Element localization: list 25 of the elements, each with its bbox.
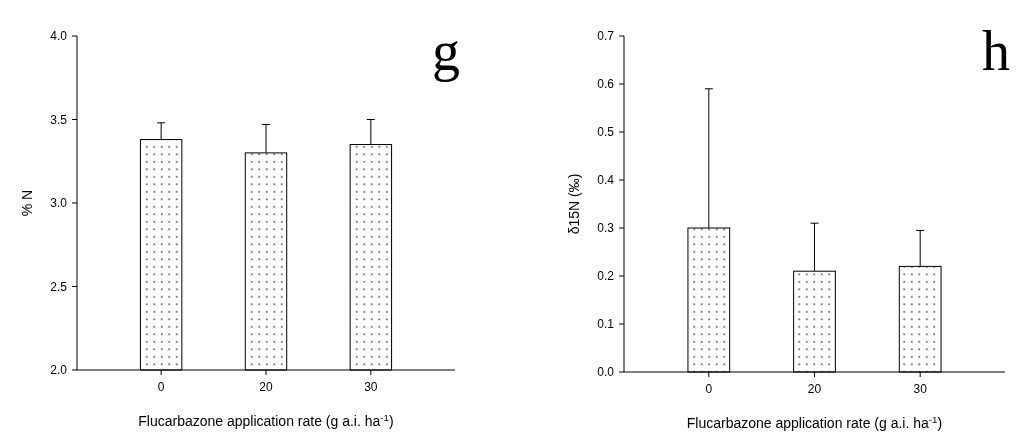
x-tick-label: 30 [364, 380, 378, 394]
y-tick-label: 0.3 [597, 221, 615, 236]
chart-title: g [432, 20, 460, 82]
y-tick-label: 0.1 [597, 317, 615, 332]
y-tick-label: 0.4 [597, 173, 615, 188]
y-tick-label: 2.0 [50, 363, 68, 378]
x-tick-label: 0 [705, 382, 713, 396]
y-tick-label: 0.2 [597, 269, 615, 284]
x-tick-label: 20 [807, 382, 822, 396]
y-tick-label: 0.7 [597, 29, 615, 44]
x-tick-label: 30 [913, 382, 928, 396]
y-tick-label: 2.5 [50, 279, 68, 294]
x-axis-title: Flucarbazone application rate (g a.i. ha$^{-1}$) [138, 411, 394, 429]
x-axis-title: Flucarbazone application rate (g a.i. ha$^{-1}$) [686, 413, 943, 431]
y-tick-label: 4.0 [50, 29, 68, 44]
y-axis-title: % N [19, 189, 35, 217]
y-tick-label: 0.6 [597, 77, 615, 92]
x-tick-label: 20 [259, 380, 273, 394]
y-tick-label: 3.0 [50, 196, 68, 211]
y-tick-label: 0.0 [597, 365, 615, 380]
x-tick-label: 0 [157, 380, 165, 394]
chart-title: h [982, 20, 1010, 82]
y-tick-label: 0.5 [597, 125, 615, 140]
y-tick-label: 3.5 [50, 112, 68, 127]
y-axis-title: δ15N (‰) [566, 173, 582, 235]
